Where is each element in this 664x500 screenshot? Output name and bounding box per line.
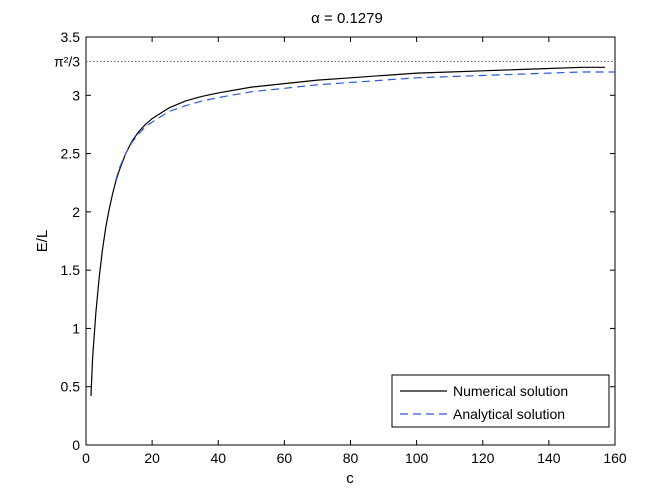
series-layer [90, 66, 615, 397]
y-tick-label: 3 [72, 87, 80, 103]
reference-line-layer: π²/3 [54, 53, 615, 69]
y-axis-label: E/L [34, 230, 51, 253]
x-tick-label: 0 [82, 450, 90, 466]
series-line-0 [90, 66, 606, 397]
x-tick-label: 140 [537, 450, 561, 466]
y-tick-label: 0.5 [61, 379, 81, 395]
y-tick-label: 2.5 [61, 146, 81, 162]
chart-title: α = 0.1279 [311, 10, 383, 27]
x-tick-label: 80 [343, 450, 359, 466]
y-tick-label: 3.5 [61, 29, 81, 45]
legend-box [391, 374, 610, 428]
x-tick-label: 100 [405, 450, 429, 466]
ticks-layer: 0 20 40 60 80 100 120 140 160 0 0.5 1 1.5 2 2.5 3 3.5 [61, 29, 627, 466]
x-tick-label: 40 [210, 450, 226, 466]
y-tick-label: 1.5 [61, 262, 81, 278]
legend-label-numerical: Numerical solution [453, 383, 568, 399]
y-tick-label: 1 [72, 320, 80, 336]
x-tick-label: 20 [144, 450, 160, 466]
x-tick-label: 160 [603, 450, 627, 466]
legend: Numerical solution Analytical solution [391, 374, 610, 428]
y-tick-label: 0 [72, 437, 80, 453]
reference-line-label: π²/3 [54, 53, 80, 69]
x-tick-label: 120 [471, 450, 495, 466]
legend-label-analytical: Analytical solution [453, 406, 565, 422]
series-line-1 [115, 71, 615, 181]
x-axis-label: c [346, 470, 354, 487]
x-tick-label: 60 [277, 450, 293, 466]
y-tick-label: 2 [72, 204, 80, 220]
